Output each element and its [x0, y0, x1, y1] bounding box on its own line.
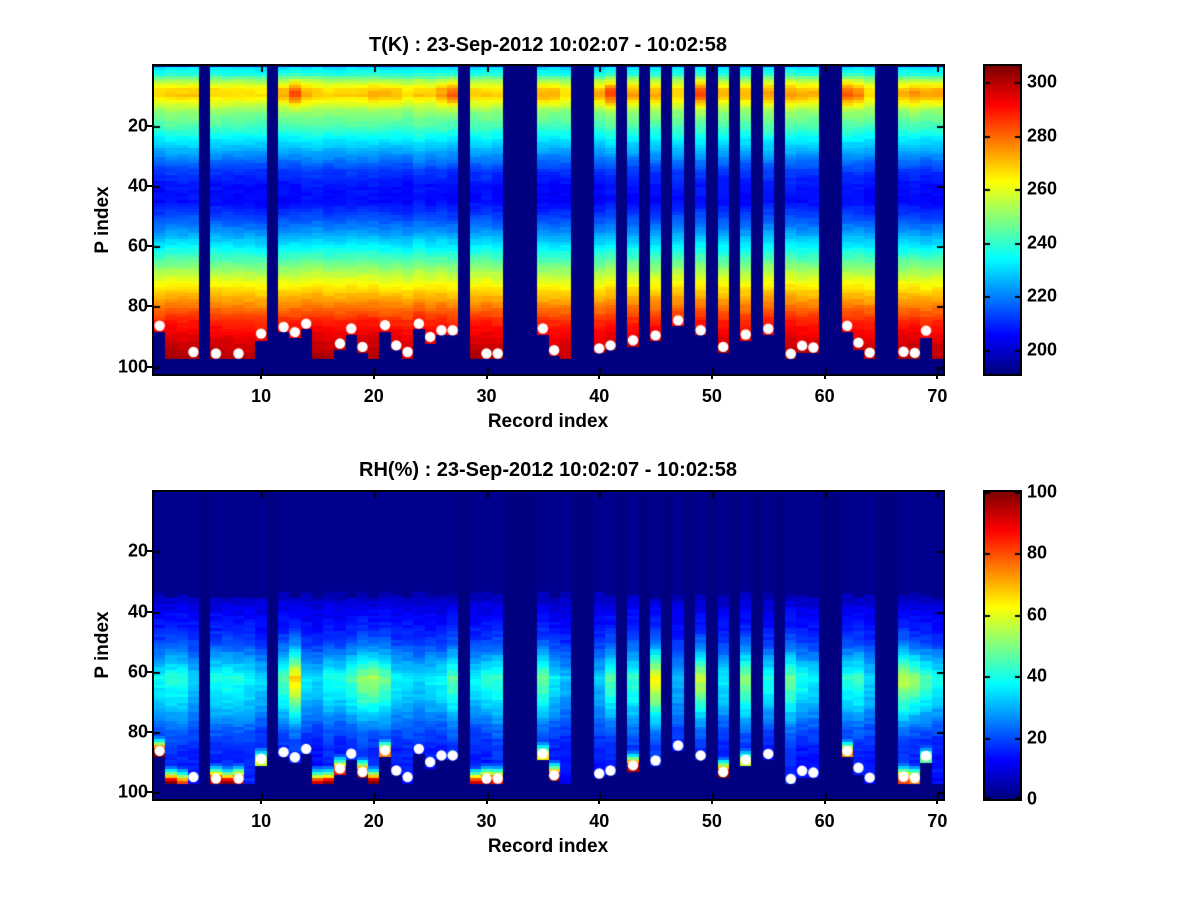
- temperature-colorbar-tick-label: 220: [1027, 285, 1058, 306]
- temperature-y-tick-label: 100: [117, 356, 148, 377]
- temperature-x-tick-mark: [372, 374, 375, 379]
- temperature-x-tick-mark: [485, 374, 488, 379]
- temperature-colorbar: [983, 64, 1022, 376]
- temperature-x-axis-label: Record index: [487, 411, 609, 432]
- temperature-colorbar-tick-label: 280: [1027, 125, 1058, 146]
- humidity-colorbar-tick-label: 20: [1027, 727, 1048, 748]
- temperature-x-tick-mark: [710, 374, 713, 379]
- temperature-colorbar-tick-label: 300: [1027, 71, 1058, 92]
- humidity-x-tick-mark: [936, 799, 939, 804]
- humidity-heatmap: [152, 490, 945, 801]
- temperature-heatmap-canvas: [154, 66, 943, 374]
- humidity-x-axis-label: Record index: [487, 836, 609, 857]
- humidity-colorbar-tick-label: 60: [1027, 604, 1048, 625]
- temperature-heatmap: [152, 64, 945, 376]
- humidity-heatmap-canvas: [154, 492, 943, 799]
- humidity-y-tick-mark: [147, 610, 152, 613]
- humidity-x-tick-mark: [372, 799, 375, 804]
- humidity-plot-title: RH(%) : 23-Sep-2012 10:02:07 - 10:02:58: [359, 459, 737, 481]
- humidity-y-tick-mark: [147, 670, 152, 673]
- temperature-x-tick-label: 30: [476, 386, 497, 406]
- humidity-x-tick-mark: [260, 799, 263, 804]
- humidity-colorbar-canvas: [985, 492, 1020, 799]
- temperature-colorbar-tick-label: 200: [1027, 339, 1058, 360]
- humidity-x-tick-mark: [823, 799, 826, 804]
- temperature-x-tick-mark: [936, 374, 939, 379]
- humidity-x-tick-label: 70: [927, 811, 948, 831]
- humidity-y-tick-mark: [147, 790, 152, 793]
- humidity-colorbar-tick-label: 40: [1027, 665, 1048, 686]
- humidity-colorbar: [983, 490, 1022, 801]
- temperature-x-tick-label: 20: [363, 386, 384, 406]
- temperature-colorbar-tick-label: 260: [1027, 178, 1058, 199]
- humidity-x-tick-label: 50: [701, 811, 722, 831]
- temperature-y-tick-mark: [147, 124, 152, 127]
- humidity-y-tick-label: 40: [127, 601, 148, 622]
- humidity-y-tick-label: 100: [117, 781, 148, 802]
- humidity-x-tick-label: 20: [363, 811, 384, 831]
- temperature-x-tick-mark: [260, 374, 263, 379]
- temperature-x-tick-mark: [823, 374, 826, 379]
- temperature-y-tick-mark: [147, 245, 152, 248]
- temperature-y-tick-mark: [147, 365, 152, 368]
- temperature-y-tick-label: 40: [127, 175, 148, 196]
- humidity-y-tick-label: 80: [127, 721, 148, 742]
- temperature-y-tick-mark: [147, 184, 152, 187]
- humidity-y-tick-label: 20: [127, 540, 148, 561]
- temperature-x-tick-label: 50: [701, 386, 722, 406]
- temperature-y-tick-label: 20: [127, 115, 148, 136]
- temperature-plot-title: T(K) : 23-Sep-2012 10:02:07 - 10:02:58: [369, 34, 727, 56]
- humidity-x-tick-mark: [710, 799, 713, 804]
- temperature-x-tick-label: 40: [589, 386, 610, 406]
- temperature-x-tick-label: 70: [927, 386, 948, 406]
- temperature-x-tick-label: 60: [814, 386, 835, 406]
- humidity-x-tick-label: 10: [251, 811, 272, 831]
- temperature-x-tick-mark: [598, 374, 601, 379]
- humidity-x-tick-mark: [485, 799, 488, 804]
- temperature-x-tick-label: 10: [251, 386, 272, 406]
- temperature-y-tick-mark: [147, 305, 152, 308]
- temperature-y-tick-label: 60: [127, 235, 148, 256]
- humidity-y-tick-mark: [147, 550, 152, 553]
- humidity-x-tick-label: 40: [589, 811, 610, 831]
- humidity-colorbar-tick-label: 80: [1027, 542, 1048, 563]
- humidity-colorbar-tick-label: 0: [1027, 788, 1038, 809]
- temperature-colorbar-tick-label: 240: [1027, 232, 1058, 253]
- humidity-y-tick-label: 60: [127, 661, 148, 682]
- temperature-colorbar-canvas: [985, 66, 1020, 374]
- humidity-y-tick-mark: [147, 730, 152, 733]
- humidity-colorbar-tick-label: 100: [1027, 481, 1058, 502]
- humidity-x-tick-mark: [598, 799, 601, 804]
- humidity-x-tick-label: 60: [814, 811, 835, 831]
- temperature-y-tick-label: 80: [127, 295, 148, 316]
- humidity-x-tick-label: 30: [476, 811, 497, 831]
